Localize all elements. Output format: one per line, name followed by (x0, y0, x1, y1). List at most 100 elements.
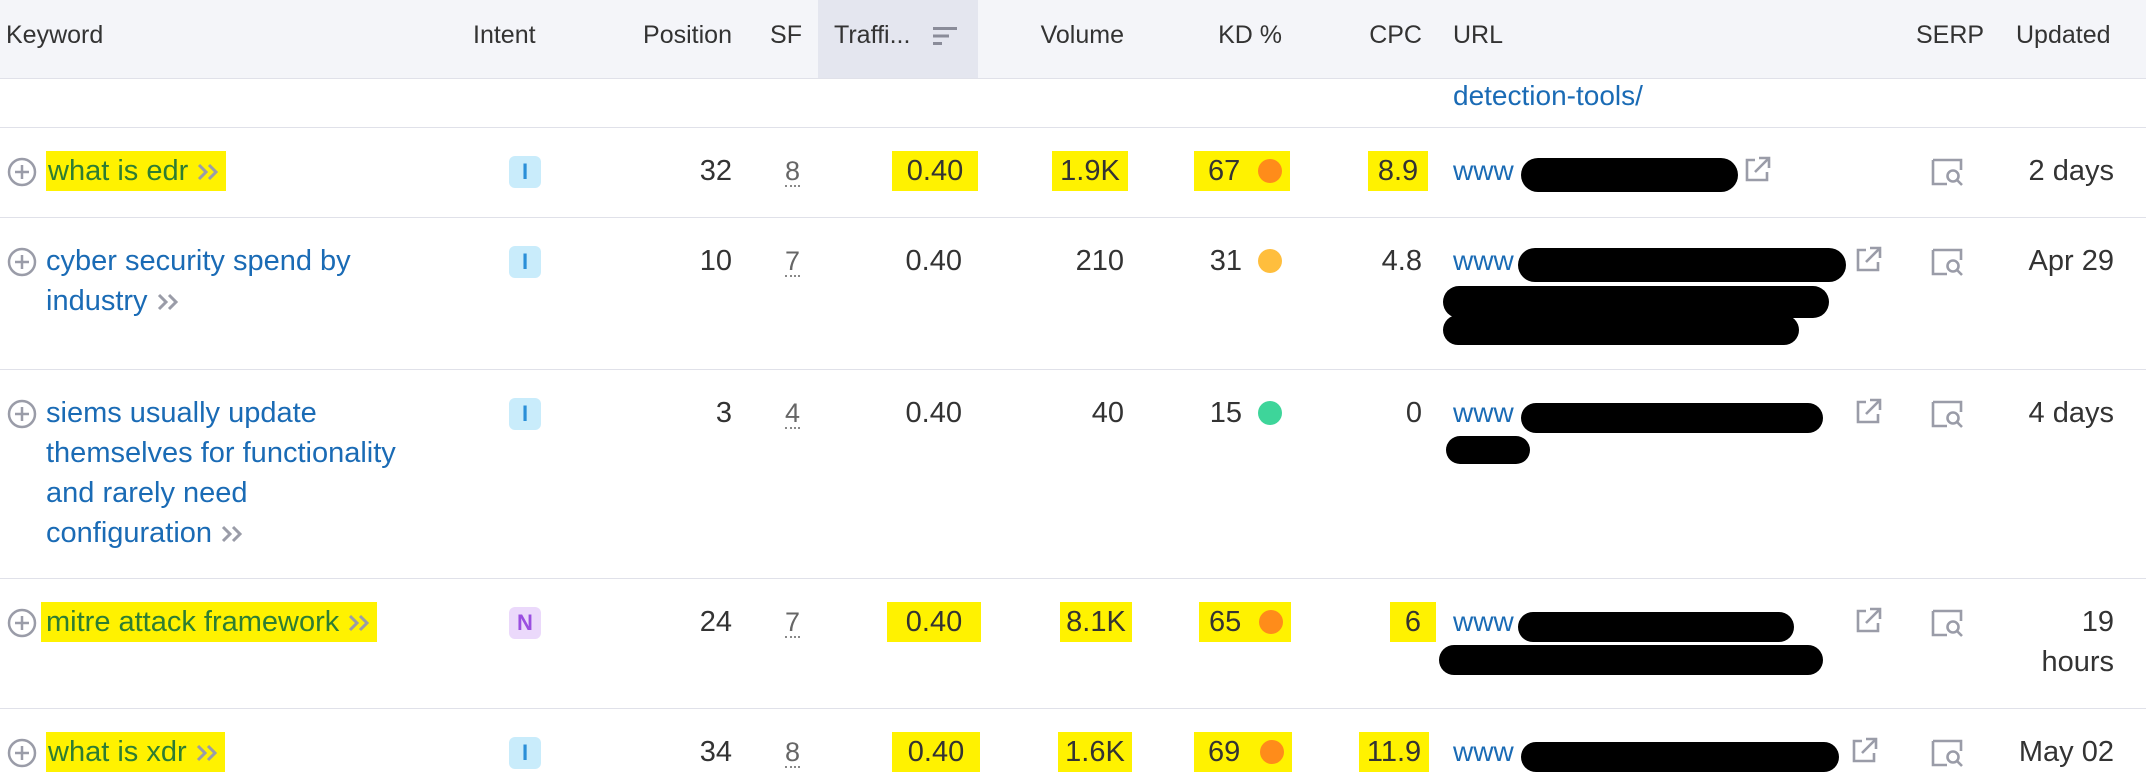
kd-difficulty-dot (1260, 740, 1284, 764)
kd-value: 69 (1208, 736, 1241, 768)
column-header-keyword[interactable]: Keyword (6, 21, 104, 49)
url-link[interactable]: www (1453, 397, 1514, 428)
table-row-partial: detection-tools/ (0, 78, 2146, 128)
external-link-icon[interactable] (1852, 396, 1884, 428)
table-row: mitre attack framework N 24 7 0.40 8.1K … (0, 579, 2146, 709)
url-link[interactable]: www (1453, 736, 1514, 767)
column-header-traffic-label: Traffi... (834, 21, 911, 49)
position-value: 10 (699, 245, 732, 277)
table-row: what is edr I 32 8 0.40 1.9K 67 8.9 www … (0, 128, 2146, 218)
url-link[interactable]: detection-tools/ (1453, 80, 1643, 111)
add-keyword-icon[interactable] (6, 246, 38, 278)
position-value: 32 (699, 155, 732, 187)
keyword-link[interactable]: what is edr (46, 151, 227, 191)
volume-value: 1.6K (1058, 732, 1132, 772)
serp-features-count[interactable]: 7 (785, 241, 801, 277)
column-header-position[interactable]: Position (643, 21, 732, 49)
kd-difficulty-dot (1258, 401, 1282, 425)
add-keyword-icon[interactable] (6, 607, 38, 639)
sort-descending-icon[interactable] (931, 24, 959, 48)
kd-value: 31 (1209, 245, 1242, 277)
serp-snapshot-icon[interactable] (1930, 157, 1964, 187)
kd-cell: 65 (1199, 602, 1291, 642)
kd-difficulty-dot (1259, 610, 1283, 634)
volume-value: 1.9K (1052, 151, 1128, 191)
serp-snapshot-icon[interactable] (1930, 247, 1964, 277)
volume-value: 210 (1075, 245, 1124, 277)
intent-badge: I (509, 737, 541, 769)
keyword-link[interactable]: cyber security spend by industry (46, 245, 351, 317)
intent-badge: N (509, 607, 541, 639)
serp-features-count[interactable]: 4 (785, 393, 801, 429)
keyword-link[interactable]: what is xdr (46, 732, 225, 772)
cpc-value: 8.9 (1368, 151, 1428, 191)
double-chevron-right-icon[interactable] (196, 162, 222, 182)
add-keyword-icon[interactable] (6, 156, 38, 188)
double-chevron-right-icon[interactable] (220, 524, 246, 544)
table-row: siems usually update themselves for func… (0, 370, 2146, 579)
external-link-icon[interactable] (1741, 154, 1773, 186)
redacted-url (1446, 436, 1530, 464)
double-chevron-right-icon[interactable] (195, 743, 221, 763)
table-row: cyber security spend by industry I 10 7 … (0, 218, 2146, 370)
intent-badge: I (509, 156, 541, 188)
kd-difficulty-dot (1258, 159, 1282, 183)
updated-value: 2 days (2028, 155, 2114, 187)
volume-value: 40 (1091, 397, 1124, 429)
updated-value: Apr 29 (2028, 245, 2114, 277)
serp-snapshot-icon[interactable] (1930, 608, 1964, 638)
intent-badge: I (509, 246, 541, 278)
external-link-icon[interactable] (1852, 605, 1884, 637)
redacted-url (1521, 158, 1738, 192)
traffic-value: 0.40 (905, 245, 962, 277)
double-chevron-right-icon[interactable] (156, 292, 182, 312)
position-value: 3 (715, 397, 732, 429)
position-value: 24 (699, 606, 732, 638)
serp-snapshot-icon[interactable] (1930, 399, 1964, 429)
column-header-kd[interactable]: KD % (1218, 21, 1282, 49)
traffic-value: 0.40 (892, 732, 980, 772)
updated-value: 19 hours (2041, 606, 2114, 678)
url-link[interactable]: www (1453, 606, 1514, 637)
serp-features-count[interactable]: 8 (785, 732, 801, 768)
serp-features-count[interactable]: 7 (785, 602, 801, 638)
column-header-volume[interactable]: Volume (1040, 21, 1124, 49)
kd-value: 67 (1208, 155, 1241, 187)
updated-value: 4 days (2028, 397, 2114, 429)
serp-snapshot-icon[interactable] (1930, 738, 1964, 768)
position-value: 34 (699, 736, 732, 768)
external-link-icon[interactable] (1848, 735, 1880, 767)
kd-cell: 69 (1194, 732, 1292, 772)
cpc-value: 4.8 (1381, 245, 1422, 277)
redacted-url (1521, 403, 1823, 433)
add-keyword-icon[interactable] (6, 737, 38, 769)
serp-features-count[interactable]: 8 (785, 151, 801, 187)
redacted-url (1443, 286, 1829, 318)
external-link-icon[interactable] (1852, 244, 1884, 276)
column-header-intent[interactable]: Intent (473, 21, 536, 49)
column-header-traffic[interactable]: Traffi... (818, 0, 978, 78)
table-row: what is xdr I 34 8 0.40 1.6K 69 11.9 www… (0, 709, 2146, 784)
column-header-cpc[interactable]: CPC (1369, 21, 1422, 49)
column-header-url: URL (1453, 21, 1504, 49)
kd-difficulty-dot (1258, 249, 1282, 273)
table-header: Keyword Intent Position SF Traffi... Vol… (0, 0, 2146, 79)
add-keyword-icon[interactable] (6, 398, 38, 430)
traffic-value: 0.40 (887, 602, 981, 642)
redacted-url (1439, 645, 1823, 675)
keyword-link[interactable]: mitre attack framework (41, 602, 378, 642)
updated-value: May 02 (2018, 736, 2114, 768)
column-header-sf[interactable]: SF (770, 21, 802, 49)
url-link[interactable]: www (1453, 245, 1514, 276)
redacted-url (1521, 742, 1839, 772)
column-header-serp: SERP (1916, 21, 1985, 49)
keyword-link[interactable]: siems usually update themselves for func… (46, 397, 396, 549)
double-chevron-right-icon[interactable] (347, 613, 373, 633)
column-header-updated[interactable]: Updated (2016, 21, 2111, 49)
cpc-value: 11.9 (1359, 732, 1429, 772)
redacted-url (1443, 315, 1799, 345)
url-link[interactable]: www (1453, 155, 1514, 186)
redacted-url (1518, 612, 1794, 642)
traffic-value: 0.40 (905, 397, 962, 429)
